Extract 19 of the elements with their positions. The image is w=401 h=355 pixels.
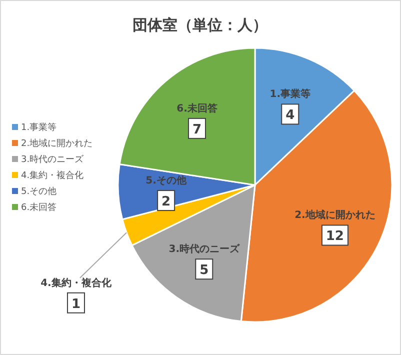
legend-label: 5.その他	[21, 186, 57, 197]
legend-label: 6.未回答	[21, 202, 57, 213]
legend-label: 4.集約・複合化	[21, 170, 84, 181]
slice-label: 4.集約・複合化	[40, 276, 112, 289]
data-label: 7	[192, 122, 202, 138]
chart-title: 団体室（単位：人）	[132, 16, 268, 34]
legend-label: 3.時代のニーズ	[21, 154, 85, 165]
data-label: 2	[162, 194, 171, 210]
slice-label: 5.その他	[146, 174, 188, 187]
data-label: 12	[326, 229, 344, 244]
slice-label: 6.未回答	[176, 102, 218, 114]
data-label: 1	[71, 296, 81, 312]
legend-label: 1.事業等	[21, 122, 57, 133]
slice-label: 1.事業等	[270, 88, 310, 100]
data-label: 5	[200, 263, 209, 278]
data-label: 4	[286, 108, 295, 124]
legend-label: 2.地域に開かれた	[21, 138, 93, 149]
slice-label: 3.時代のニーズ	[168, 243, 241, 256]
slice-label: 2.地域に開かれた	[294, 209, 376, 222]
